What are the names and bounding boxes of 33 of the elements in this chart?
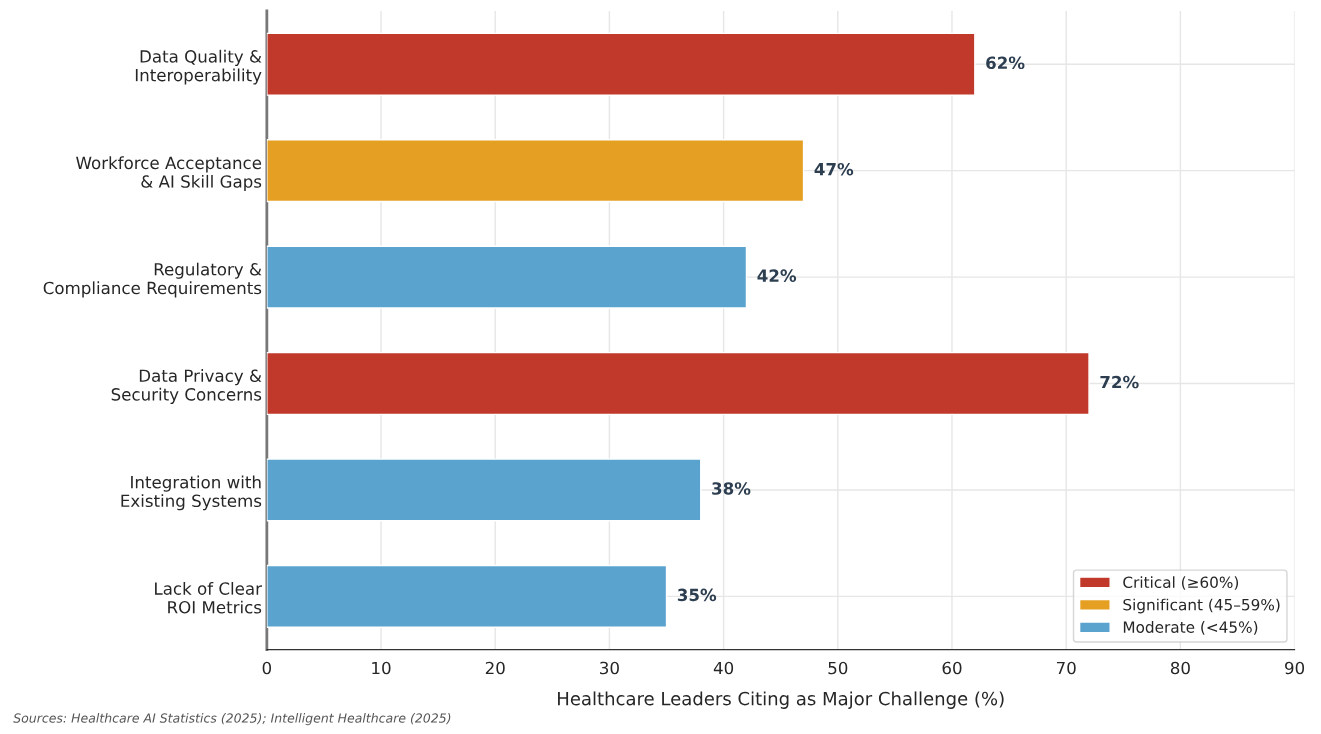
x-tick-label: 20 [485, 661, 505, 675]
text: 42% [757, 269, 797, 282]
x-tick-label: 70 [1056, 661, 1076, 675]
y-tick-label: Integration with Existing Systems [121, 475, 262, 511]
bar [266, 32, 976, 96]
text: 62% [986, 56, 1025, 70]
bar [266, 564, 668, 628]
x-tick-label: 90 [1285, 661, 1305, 675]
x-tick-label: 50 [828, 661, 848, 675]
x-tick-label: 80 [1170, 661, 1190, 675]
legend-label: Critical (≥60%) [1123, 576, 1239, 590]
text: 47% [814, 162, 854, 176]
bar [266, 351, 1090, 416]
x-tick-label: 40 [713, 661, 734, 675]
source-note: Sources: Healthcare AI Statistics (2025); Intelligent Healthcare (2025) [13, 713, 451, 726]
y-tick-label: Regulatory & Compliance Requirements [43, 262, 262, 298]
x-tick-label: 10 [372, 661, 391, 675]
y-tick-label: Workforce Acceptance & AI Skill Gaps [76, 156, 262, 192]
text: 72% [1100, 375, 1139, 389]
x-tick-label: 0 [262, 661, 272, 675]
bar [266, 139, 805, 203]
legend-label: Moderate (<45%) [1123, 621, 1258, 635]
text: 38% [712, 482, 751, 495]
y-tick-label: Data Quality & Interoperability [135, 49, 262, 85]
bar [266, 458, 702, 522]
text: 35% [677, 588, 717, 602]
bar [266, 245, 748, 309]
y-tick-label: Lack of Clear ROI Metrics [155, 581, 262, 614]
x-tick-label: 30 [600, 661, 619, 675]
x-tick-label: 60 [942, 661, 962, 675]
y-tick-label: Data Privacy & Security Concerns [111, 369, 262, 404]
legend-label: Significant (45–59%) [1123, 598, 1280, 614]
x-axis-title: Healthcare Leaders Citing as Major Challenge (%) [558, 691, 1004, 709]
